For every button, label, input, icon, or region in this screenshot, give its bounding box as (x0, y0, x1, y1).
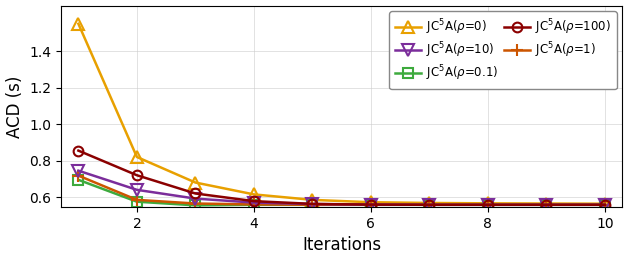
JC$^5$A($\rho$=1) (426, 203, 433, 206)
Line: JC$^5$A($\rho$=10): JC$^5$A($\rho$=10) (73, 165, 610, 210)
Line: JC$^5$A($\rho$=100): JC$^5$A($\rho$=100) (73, 146, 610, 210)
JC$^5$A($\rho$=0.1) (133, 200, 141, 203)
X-axis label: Iterations: Iterations (302, 236, 381, 255)
JC$^5$A($\rho$=100) (426, 203, 433, 206)
JC$^5$A($\rho$=0) (250, 193, 257, 196)
JC$^5$A($\rho$=0) (308, 198, 316, 202)
JC$^5$A($\rho$=0.1) (484, 203, 492, 206)
Line: JC$^5$A($\rho$=1): JC$^5$A($\rho$=1) (72, 169, 611, 211)
JC$^5$A($\rho$=0.1) (75, 178, 82, 181)
JC$^5$A($\rho$=0.1) (601, 203, 609, 206)
JC$^5$A($\rho$=0) (367, 201, 375, 204)
Line: JC$^5$A($\rho$=0.1): JC$^5$A($\rho$=0.1) (73, 175, 610, 210)
JC$^5$A($\rho$=1) (192, 202, 199, 205)
JC$^5$A($\rho$=0.1) (250, 203, 257, 206)
JC$^5$A($\rho$=1) (484, 203, 492, 206)
JC$^5$A($\rho$=0.1) (367, 203, 375, 206)
JC$^5$A($\rho$=1) (133, 198, 141, 202)
JC$^5$A($\rho$=0) (543, 202, 550, 205)
JC$^5$A($\rho$=10) (367, 203, 375, 206)
JC$^5$A($\rho$=0) (601, 202, 609, 205)
JC$^5$A($\rho$=0) (192, 181, 199, 184)
JC$^5$A($\rho$=10) (543, 203, 550, 206)
JC$^5$A($\rho$=100) (543, 203, 550, 206)
JC$^5$A($\rho$=1) (543, 203, 550, 206)
JC$^5$A($\rho$=100) (250, 200, 257, 203)
JC$^5$A($\rho$=100) (367, 203, 375, 206)
JC$^5$A($\rho$=10) (192, 197, 199, 200)
JC$^5$A($\rho$=10) (484, 203, 492, 206)
JC$^5$A($\rho$=1) (367, 203, 375, 206)
JC$^5$A($\rho$=0.1) (426, 203, 433, 206)
JC$^5$A($\rho$=10) (250, 201, 257, 204)
JC$^5$A($\rho$=1) (308, 203, 316, 206)
JC$^5$A($\rho$=0.1) (308, 203, 316, 206)
JC$^5$A($\rho$=0) (75, 22, 82, 25)
JC$^5$A($\rho$=1) (250, 203, 257, 206)
JC$^5$A($\rho$=10) (308, 203, 316, 206)
JC$^5$A($\rho$=10) (133, 188, 141, 191)
JC$^5$A($\rho$=100) (192, 192, 199, 195)
Legend: JC$^5$A($\rho$=0), JC$^5$A($\rho$=10), JC$^5$A($\rho$=0.1), JC$^5$A($\rho$=100),: JC$^5$A($\rho$=0), JC$^5$A($\rho$=10), J… (389, 11, 617, 89)
JC$^5$A($\rho$=10) (601, 203, 609, 206)
JC$^5$A($\rho$=100) (484, 203, 492, 206)
JC$^5$A($\rho$=0.1) (192, 204, 199, 207)
JC$^5$A($\rho$=100) (601, 203, 609, 206)
JC$^5$A($\rho$=1) (601, 203, 609, 206)
JC$^5$A($\rho$=1) (75, 174, 82, 177)
Line: JC$^5$A($\rho$=0): JC$^5$A($\rho$=0) (73, 18, 610, 209)
JC$^5$A($\rho$=100) (133, 174, 141, 177)
JC$^5$A($\rho$=100) (308, 202, 316, 205)
JC$^5$A($\rho$=10) (75, 169, 82, 172)
JC$^5$A($\rho$=100) (75, 149, 82, 152)
Y-axis label: ACD (s): ACD (s) (6, 75, 24, 138)
JC$^5$A($\rho$=0) (133, 155, 141, 159)
JC$^5$A($\rho$=0.1) (543, 203, 550, 206)
JC$^5$A($\rho$=10) (426, 203, 433, 206)
JC$^5$A($\rho$=0) (426, 202, 433, 205)
JC$^5$A($\rho$=0) (484, 202, 492, 205)
